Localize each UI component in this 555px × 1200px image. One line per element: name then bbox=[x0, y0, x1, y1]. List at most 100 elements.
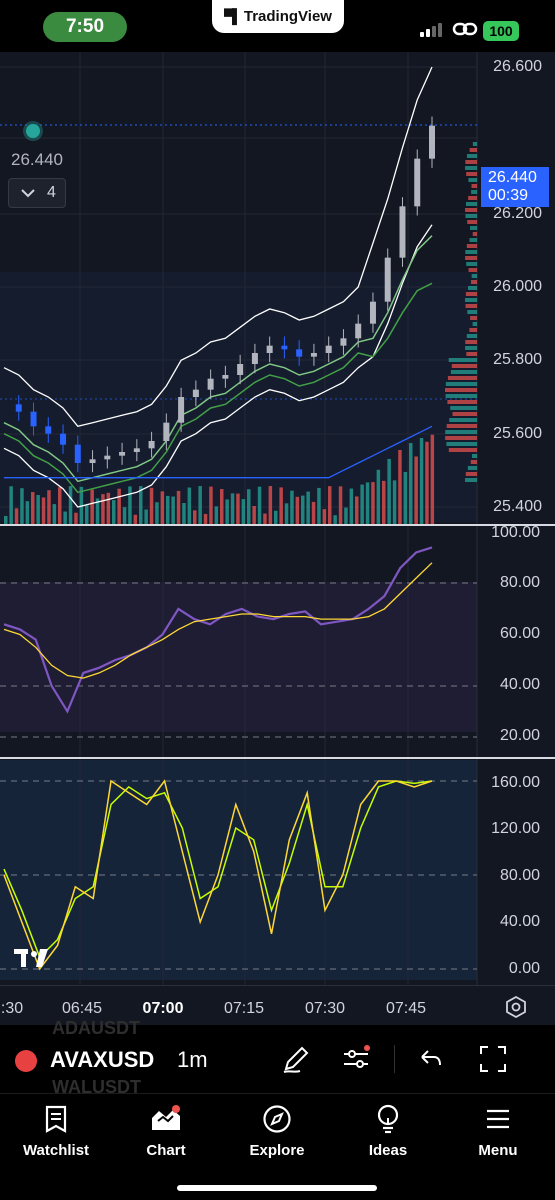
candle-body bbox=[399, 206, 406, 258]
volume-bar bbox=[371, 482, 375, 524]
volume-profile-bar bbox=[466, 334, 477, 338]
candle-body bbox=[30, 411, 37, 427]
indicators-settings-icon[interactable] bbox=[340, 1043, 372, 1075]
candle-body bbox=[74, 444, 81, 463]
interval-selector[interactable]: 1m bbox=[177, 1047, 208, 1072]
volume-bar bbox=[52, 504, 57, 524]
volume-bar bbox=[430, 434, 435, 524]
candle-body bbox=[414, 158, 421, 207]
candle-body bbox=[15, 404, 22, 412]
undo-icon[interactable] bbox=[414, 1043, 446, 1075]
volume-bar bbox=[311, 501, 316, 524]
volume-profile-bar bbox=[448, 448, 477, 452]
app-indicator[interactable]: ▀▌ TradingView bbox=[212, 0, 344, 33]
volume-bar bbox=[236, 493, 240, 524]
volume-bar bbox=[355, 496, 359, 524]
bar-countdown: 00:39 bbox=[488, 187, 529, 204]
volume-bar bbox=[171, 496, 175, 524]
chart-area[interactable]: 26.440 4 26.600 26.200 26.000 25.800 25.… bbox=[0, 52, 555, 1022]
price-axis-tick: 25.800 bbox=[493, 351, 542, 368]
volume-profile-bar bbox=[451, 364, 477, 368]
volume-bar bbox=[333, 515, 337, 524]
time-axis-tick: 07:15 bbox=[223, 1000, 265, 1017]
time-axis-tick: 07:00 bbox=[142, 1000, 184, 1017]
candle-body bbox=[237, 364, 244, 375]
volume-bar bbox=[230, 493, 235, 524]
ma-slow-line bbox=[3, 282, 433, 494]
nav-menu[interactable]: Menu bbox=[448, 1104, 548, 1159]
time-axis-tick: :30 bbox=[0, 1000, 24, 1017]
stochastic-indicator bbox=[3, 779, 433, 971]
time-axis-tick: 07:30 bbox=[304, 1000, 346, 1017]
rsi-levels bbox=[0, 582, 477, 738]
nav-label: Menu bbox=[478, 1142, 518, 1159]
status-bar: 7:50 ▀▌ TradingView 100 bbox=[0, 0, 555, 52]
candle-body bbox=[310, 353, 317, 357]
candle-body bbox=[251, 353, 258, 364]
nav-explore[interactable]: Explore bbox=[227, 1104, 327, 1159]
volume-bar bbox=[317, 487, 321, 524]
pane-divider-stoch[interactable] bbox=[0, 757, 555, 759]
price-axis-tick: 26.600 bbox=[493, 58, 542, 75]
volume-bar bbox=[360, 484, 364, 524]
time-axis[interactable]: :30 06:45 07:00 07:15 07:30 07:45 bbox=[0, 985, 555, 1025]
volume-bar bbox=[403, 471, 408, 524]
drawing-tools-icon[interactable] bbox=[280, 1043, 312, 1075]
volume-profile-bar bbox=[465, 478, 477, 482]
rsi-axis-tick: 20.00 bbox=[499, 727, 540, 744]
rsi-indicator bbox=[3, 546, 433, 714]
volume-profile-bar bbox=[445, 394, 477, 398]
tradingview-logo-icon: ▀▌ bbox=[224, 8, 242, 24]
status-time[interactable]: 7:50 bbox=[43, 12, 127, 42]
volume-profile-bar bbox=[449, 418, 477, 422]
volume-profile bbox=[445, 142, 477, 482]
nav-label: Watchlist bbox=[22, 1142, 90, 1159]
candle-body bbox=[45, 426, 52, 434]
chart-settings-icon[interactable] bbox=[505, 996, 527, 1018]
chart-canvas[interactable] bbox=[0, 52, 555, 985]
lightbulb-icon bbox=[377, 1104, 399, 1134]
volume-profile-bar bbox=[465, 340, 477, 344]
volume-profile-bar bbox=[468, 268, 477, 272]
pane-divider-rsi[interactable] bbox=[0, 524, 555, 526]
nav-chart[interactable]: Chart bbox=[116, 1104, 216, 1159]
volume-bar bbox=[409, 443, 413, 524]
volume-bar bbox=[322, 509, 327, 524]
volume-bar bbox=[301, 495, 305, 524]
rsi-axis-tick: 40.00 bbox=[499, 676, 540, 693]
symbol-selector[interactable]: AVAXUSD bbox=[50, 1047, 155, 1072]
volume-bar bbox=[4, 516, 8, 524]
rsi-line bbox=[3, 546, 433, 714]
lower-band-line bbox=[3, 224, 433, 508]
volume-bar bbox=[166, 495, 170, 524]
last-price-value: 26.440 bbox=[488, 169, 537, 186]
volume-bar bbox=[328, 486, 332, 524]
tradingview-watermark-icon bbox=[14, 949, 48, 967]
volume-bar bbox=[268, 486, 273, 524]
stoch-axis-tick: 80.00 bbox=[499, 867, 540, 884]
chevron-down-icon bbox=[21, 189, 35, 198]
volume-bar bbox=[263, 513, 267, 524]
volume-bar bbox=[95, 498, 100, 524]
volume-bar bbox=[122, 507, 127, 524]
volume-profile-bar bbox=[467, 310, 477, 314]
fullscreen-icon[interactable] bbox=[477, 1043, 509, 1075]
volume-profile-bar bbox=[472, 322, 477, 326]
time-axis-tick: 06:45 bbox=[61, 1000, 103, 1017]
indicators-count: 4 bbox=[47, 184, 56, 201]
stoch-axis-tick: 160.00 bbox=[491, 774, 540, 791]
vpn-link-icon bbox=[452, 22, 478, 36]
volume-profile-bar bbox=[466, 244, 477, 248]
volume-profile-bar bbox=[466, 262, 477, 266]
volume-bar bbox=[425, 441, 429, 524]
volume-profile-bar bbox=[469, 238, 477, 242]
volume-bar bbox=[144, 509, 148, 524]
volume-profile-bar bbox=[465, 256, 477, 260]
volume-bar bbox=[274, 510, 278, 524]
nav-ideas[interactable]: Ideas bbox=[338, 1104, 438, 1159]
stoch-axis-tick: 0.00 bbox=[508, 960, 540, 977]
nav-watchlist[interactable]: Watchlist bbox=[6, 1104, 106, 1159]
volume-profile-bar bbox=[445, 436, 477, 440]
indicators-toggle-button[interactable]: 4 bbox=[8, 178, 66, 208]
volume-bar bbox=[106, 492, 111, 524]
